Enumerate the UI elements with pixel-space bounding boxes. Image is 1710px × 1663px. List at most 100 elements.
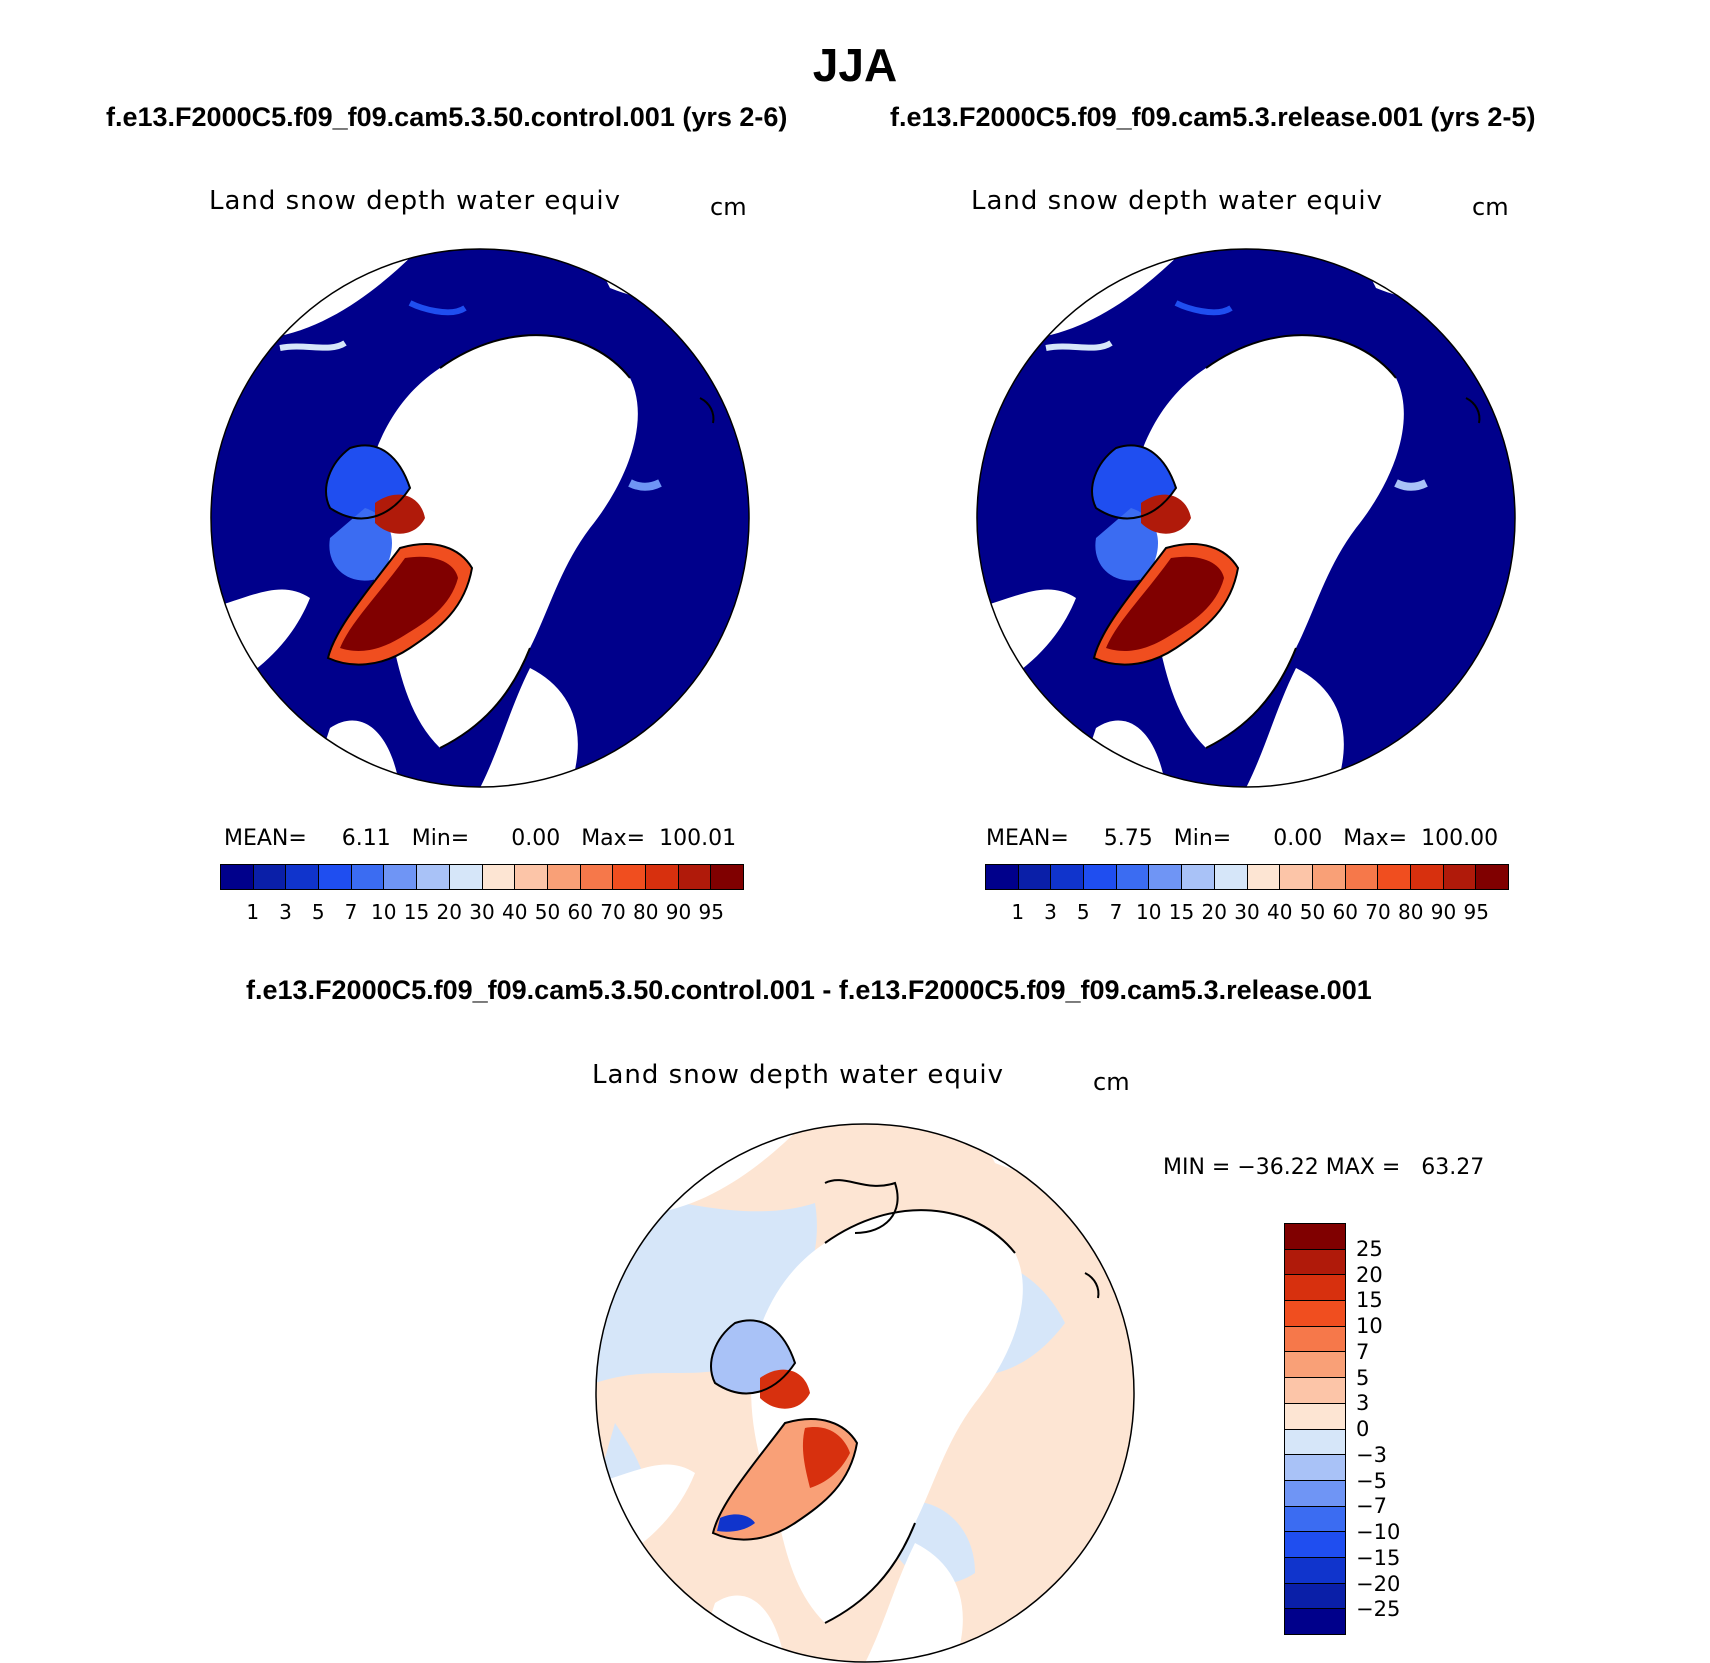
panel-2-plot-title: Land snow depth water equiv <box>971 186 1383 216</box>
diff-colorbar-cell <box>1285 1583 1345 1610</box>
diff-colorbar-cell <box>1285 1403 1345 1430</box>
panel-1-colorbar-cell <box>482 865 516 889</box>
panel-1-colorbar-tick-label: 3 <box>279 900 292 924</box>
panel-2-colorbar-cell <box>1084 865 1117 889</box>
panel-1-colorbar-tick-label: 10 <box>371 900 397 924</box>
panel-2-polar-map <box>976 248 1516 788</box>
diff-colorbar <box>1284 1223 1346 1635</box>
panel-1-colorbar-tick-label: 30 <box>469 900 495 924</box>
panel-1-colorbar-tick-label: 40 <box>502 900 528 924</box>
panel-2-colorbar-cell <box>1182 865 1215 889</box>
diff-colorbar-tick-label: 25 <box>1356 1236 1383 1261</box>
panel-2-min-value: 0.00 <box>1273 826 1323 851</box>
panel-1-colorbar-cell <box>417 865 450 889</box>
panel-2-colorbar-cell <box>1214 865 1248 889</box>
diff-colorbar-cell <box>1285 1455 1345 1481</box>
panel-2-mean-label: MEAN= <box>986 826 1069 851</box>
panel-2-colorbar-tick-label: 95 <box>1463 900 1489 924</box>
panel-2-colorbar-tick-label: 10 <box>1136 900 1162 924</box>
panel-1-colorbar-cell <box>515 865 548 889</box>
diff-colorbar-cell <box>1285 1532 1345 1558</box>
diff-polar-map <box>595 1123 1135 1663</box>
panel-2-colorbar-tick-label: 30 <box>1234 900 1260 924</box>
panel-1-colorbar-tick-label: 90 <box>665 900 692 924</box>
panel-2-colorbar-tick-label: 1 <box>1011 900 1025 924</box>
panel-1-units: cm <box>710 193 747 221</box>
panel-2-colorbar-cell <box>1280 865 1313 889</box>
panel-1-colorbar-cell <box>613 865 646 889</box>
panel-2-stats: MEAN= 5.75 Min= 0.00 Max= 100.00 <box>986 826 1498 851</box>
panel-1-polar-map <box>210 248 750 788</box>
diff-colorbar-tick-label: −25 <box>1356 1597 1401 1622</box>
diff-colorbar-cell <box>1285 1609 1345 1634</box>
panel-2-colorbar-tick-label: 90 <box>1430 900 1457 924</box>
panel-2-colorbar-cell <box>1476 865 1508 889</box>
diff-colorbar-cell <box>1285 1224 1345 1250</box>
panel-1-colorbar <box>220 864 744 890</box>
panel-1-min-label: Min= <box>411 826 470 851</box>
diff-colorbar-tick-label: −5 <box>1356 1468 1387 1493</box>
panel-2-colorbar-tick-label: 80 <box>1398 900 1424 924</box>
diff-colorbar-tick-label: −7 <box>1356 1494 1387 1519</box>
panel-2-colorbar-ticks: 1 3 5 7 10 15 20 30 40 50 60 70 80 90 95 <box>985 900 1509 926</box>
panel-1-colorbar-tick-label: 1 <box>246 900 260 924</box>
panel-2-colorbar <box>985 864 1509 890</box>
panel-1-colorbar-cell <box>221 865 254 889</box>
panel-2-colorbar-cell <box>1443 865 1477 889</box>
panel-1-max-value: 100.01 <box>659 826 737 851</box>
panel-2-colorbar-tick-label: 15 <box>1168 900 1195 924</box>
panel-1-colorbar-cell <box>711 865 743 889</box>
panel-2-units: cm <box>1472 193 1509 221</box>
panel-2-colorbar-cell <box>1116 865 1150 889</box>
panel-2-colorbar-tick-label: 40 <box>1267 900 1293 924</box>
panel-1-colorbar-cell <box>384 865 418 889</box>
diff-colorbar-cell <box>1285 1506 1345 1533</box>
panel-2-colorbar-cell <box>1051 865 1085 889</box>
diff-colorbar-tick-label: 3 <box>1356 1391 1370 1416</box>
panel-2-colorbar-cell <box>1312 865 1346 889</box>
panel-1-mean-label: MEAN= <box>224 826 307 851</box>
panel-1-stats: MEAN= 6.11 Min= 0.00 Max= 100.01 <box>224 826 736 851</box>
panel-1-colorbar-tick-label: 80 <box>633 900 659 924</box>
panel-2-colorbar-tick-label: 60 <box>1332 900 1358 924</box>
diff-colorbar-cell <box>1285 1326 1345 1353</box>
panel-2-max-label: Max= <box>1343 826 1408 851</box>
panel-2-colorbar-cell <box>986 865 1019 889</box>
diff-colorbar-ticks: 25 20 15 10 7 5 3 0 −3 −5 −7 −10 −15 −20 −25 <box>1356 1223 1416 1635</box>
panel-1-colorbar-tick-label: 20 <box>436 900 462 924</box>
diff-colorbar-tick-label: 20 <box>1356 1262 1383 1287</box>
panel-1-subtitle: f.e13.F2000C5.f09_f09.cam5.3.50.control.… <box>106 102 788 132</box>
diff-colorbar-tick-label: 0 <box>1356 1417 1370 1441</box>
panel-1-colorbar-cell <box>253 865 287 889</box>
diff-colorbar-tick-label: −15 <box>1356 1545 1401 1570</box>
diff-colorbar-tick-label: −20 <box>1356 1571 1401 1596</box>
diff-colorbar-tick-label: 7 <box>1356 1339 1370 1364</box>
panel-1-plot-title: Land snow depth water equiv <box>209 186 621 216</box>
diff-subtitle: f.e13.F2000C5.f09_f09.cam5.3.50.control.… <box>246 975 1372 1005</box>
diff-colorbar-cell <box>1285 1429 1345 1456</box>
panel-1-colorbar-ticks: 1 3 5 7 10 15 20 30 40 50 60 70 80 90 95 <box>220 900 744 926</box>
diff-minmax: MIN = −36.22 MAX = 63.27 <box>1163 1155 1485 1180</box>
panel-2-min-label: Min= <box>1173 826 1232 851</box>
panel-2-subtitle: f.e13.F2000C5.f09_f09.cam5.3.release.001… <box>890 102 1536 132</box>
panel-1-colorbar-cell <box>286 865 320 889</box>
panel-1-colorbar-cell <box>351 865 385 889</box>
panel-1-colorbar-cell <box>678 865 712 889</box>
panel-1-colorbar-cell <box>319 865 352 889</box>
panel-1-colorbar-tick-label: 95 <box>698 900 724 924</box>
panel-2-colorbar-tick-label: 5 <box>1076 900 1090 924</box>
diff-colorbar-cell <box>1285 1301 1345 1327</box>
panel-2-colorbar-cell <box>1149 865 1183 889</box>
diff-colorbar-cell <box>1285 1249 1345 1276</box>
diff-colorbar-cell <box>1285 1378 1345 1404</box>
panel-1-min-value: 0.00 <box>511 826 561 851</box>
diff-colorbar-tick-label: −3 <box>1356 1442 1387 1467</box>
diff-colorbar-tick-label: 15 <box>1356 1288 1383 1313</box>
panel-1-max-label: Max= <box>581 826 646 851</box>
diff-colorbar-tick-label: 10 <box>1356 1314 1383 1338</box>
panel-1-mean-value: 6.11 <box>341 826 391 851</box>
panel-2-max-value: 100.00 <box>1421 826 1499 851</box>
diff-plot-title: Land snow depth water equiv <box>592 1060 1004 1090</box>
panel-2-colorbar-tick-label: 7 <box>1109 900 1123 924</box>
diff-colorbar-tick-label: −10 <box>1356 1520 1401 1544</box>
